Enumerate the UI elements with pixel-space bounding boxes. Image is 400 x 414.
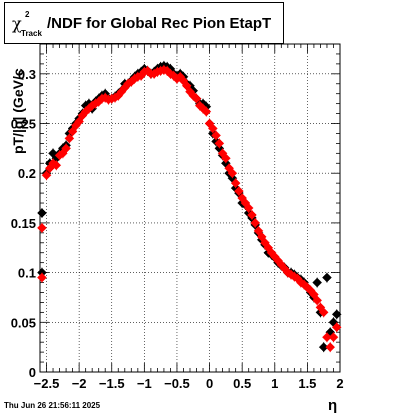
y-tick-label: 0.2	[18, 166, 36, 181]
title-superscript: 2	[25, 10, 30, 19]
x-tick-label: −1	[137, 376, 152, 391]
data-point-red	[61, 143, 71, 154]
data-point-red	[37, 272, 47, 283]
data-point-red	[250, 218, 261, 228]
chart-title: /NDF for Global Rec Pion EtapT	[47, 15, 272, 32]
data-point-red	[41, 170, 52, 181]
y-tick-label: 0.25	[11, 117, 36, 132]
data-point-red	[51, 160, 62, 171]
data-point-red	[325, 342, 336, 353]
data-point-red	[318, 307, 329, 318]
x-tick-label: 0.5	[233, 376, 251, 391]
data-point-red	[312, 295, 323, 306]
data-point-red	[64, 133, 75, 144]
x-tick-label: −2.5	[34, 376, 60, 391]
data-point-red	[211, 130, 221, 141]
data-point-black	[331, 309, 342, 320]
data-point-red	[243, 203, 254, 213]
y-tick-label: 0.15	[11, 216, 36, 231]
y-tick-label: 0.1	[18, 266, 36, 281]
y-tick-label: 0.3	[18, 67, 36, 82]
data-point-red	[328, 332, 339, 343]
x-tick-label: −1.5	[99, 376, 125, 391]
data-point-black	[312, 277, 323, 288]
data-point-red	[191, 93, 202, 104]
y-axis-label: pT/|q| (GeV/c	[10, 68, 26, 154]
x-tick-label: −0.5	[164, 376, 190, 391]
data-point-red	[214, 138, 225, 149]
timestamp-footer: Thu Jun 26 21:56:11 2025	[4, 401, 101, 410]
data-point-red	[207, 123, 218, 134]
data-point-red	[221, 153, 231, 164]
title-subscript: Track	[21, 29, 42, 38]
y-tick-label: 0.05	[11, 315, 36, 330]
data-point-red	[234, 186, 244, 196]
x-tick-label: 2	[336, 376, 343, 391]
x-axis-label: η	[328, 397, 338, 414]
x-tick-label: 1	[271, 376, 278, 391]
data-point-black	[318, 342, 329, 353]
data-point-red	[230, 178, 241, 189]
data-point-red	[227, 168, 238, 179]
x-tick-label: 0	[206, 376, 213, 391]
data-point-red	[322, 332, 332, 343]
data-point-black	[322, 272, 332, 283]
title-chi-symbol: χ	[12, 14, 22, 33]
x-tick-label: 1.5	[298, 376, 316, 391]
data-point-red	[247, 210, 257, 220]
title-box: χ 2 Track /NDF for Global Rec Pion EtapT	[4, 2, 284, 44]
data-point-red	[331, 322, 342, 333]
data-point-black	[37, 208, 47, 218]
data-point-red	[37, 223, 47, 233]
x-tick-label: −2	[72, 376, 87, 391]
data-point-red	[201, 106, 212, 117]
y-tick-label: 0	[29, 365, 36, 380]
